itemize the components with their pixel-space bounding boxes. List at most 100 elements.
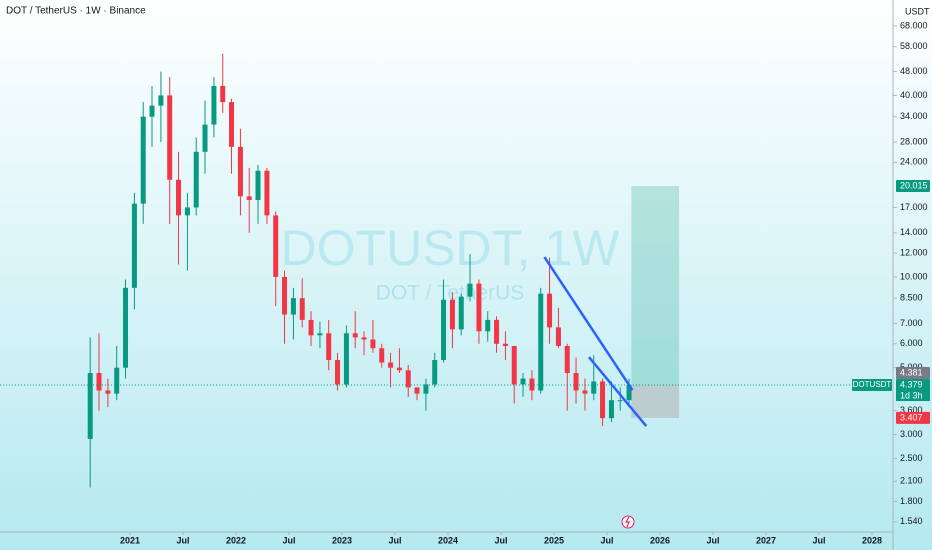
watermark: DOTUSDT, 1W	[281, 220, 621, 276]
x-tick-label: 2025	[544, 535, 564, 545]
candle-body	[202, 124, 208, 152]
candle-body	[176, 179, 182, 216]
candle-body	[388, 362, 394, 368]
y-tick-label: 14.000	[900, 227, 928, 237]
target-zone	[631, 186, 680, 385]
candle-body	[494, 319, 500, 344]
x-tick-label: Jul	[176, 535, 189, 545]
y-tick-label: 12.000	[900, 247, 928, 257]
candle-body	[131, 203, 137, 288]
candle-body	[140, 116, 146, 204]
stop-tag	[896, 411, 930, 424]
candle-body	[600, 381, 606, 419]
y-tick-label: 7.000	[900, 318, 923, 328]
y-unit: USDT	[905, 6, 930, 16]
candle-body	[502, 343, 508, 346]
candle-body	[149, 105, 155, 117]
candle-body	[290, 298, 296, 315]
candle-body	[538, 293, 544, 391]
candle-body	[370, 339, 376, 349]
candle-body	[158, 95, 164, 106]
x-tick-label: Jul	[388, 535, 401, 545]
candle-body	[520, 378, 526, 385]
x-tick-label: Jul	[494, 535, 507, 545]
candle-body	[352, 333, 358, 338]
symbol-tag	[852, 379, 892, 392]
event-bolt	[624, 516, 630, 528]
y-tick-label: 8.500	[900, 293, 923, 303]
trend-line	[588, 356, 648, 427]
candle-body	[114, 367, 120, 394]
candle-body	[282, 276, 288, 315]
candle-body	[449, 299, 455, 330]
y-tick-label: 6.000	[900, 338, 923, 348]
candle-body	[458, 296, 464, 330]
candle-body	[273, 215, 279, 277]
candle-body	[617, 400, 623, 402]
target-tag	[896, 180, 930, 193]
watermark-subtitle: DOT / TetherUS	[376, 282, 525, 305]
x-tick-label: 2024	[438, 535, 458, 545]
candle-body	[396, 367, 402, 371]
candle-body	[220, 85, 226, 103]
candle-body	[326, 333, 332, 361]
candle-body	[573, 373, 579, 391]
trend-line	[543, 256, 634, 391]
y-tick-label: 34.000	[900, 111, 928, 121]
y-tick-label: 1.800	[900, 496, 923, 506]
candle-body	[555, 327, 561, 346]
candle-body	[237, 146, 243, 197]
y-tick-label: 2.100	[900, 476, 923, 486]
candle-body	[87, 373, 93, 439]
countdown-label: 1d 3h	[900, 390, 923, 400]
x-tick-label: 2021	[120, 535, 140, 545]
candle-body	[246, 196, 252, 200]
y-tick-label: 24.000	[900, 157, 928, 167]
entry-tag	[896, 366, 930, 379]
x-tick-label: 2028	[862, 535, 882, 545]
candle-body	[255, 170, 261, 200]
candle-body	[105, 390, 111, 394]
candle-body	[299, 298, 305, 320]
candle-body	[229, 102, 235, 147]
target-label: 20.015	[900, 180, 928, 190]
candle-body	[379, 348, 385, 363]
symbol-label: DOTUSDT	[853, 380, 892, 389]
candle-body	[591, 381, 597, 394]
candle-body	[485, 319, 491, 332]
candle-body	[264, 170, 270, 216]
candle-body	[564, 345, 570, 374]
x-tick-label: 2026	[650, 535, 670, 545]
y-tick-label: 28.000	[900, 136, 928, 146]
candle-body	[184, 207, 190, 216]
candle-body	[441, 299, 447, 361]
candle-body	[405, 370, 411, 388]
y-tick-label: 10.000	[900, 271, 928, 281]
y-tick-label: 1.540	[900, 516, 923, 526]
y-tick-label: 40.000	[900, 90, 928, 100]
candle-body	[335, 360, 341, 385]
x-tick-label: 2027	[756, 535, 776, 545]
candle-body	[476, 283, 482, 332]
candle-body	[432, 360, 438, 385]
candle-body	[582, 390, 588, 394]
last-price-label: 4.379	[900, 379, 923, 389]
candle-body	[626, 385, 632, 401]
y-tick-label: 58.000	[900, 41, 928, 51]
candle-body	[123, 287, 129, 368]
candle-body	[96, 373, 102, 391]
candle-body	[414, 387, 420, 394]
candle-body	[193, 151, 199, 208]
countdown-tag	[896, 390, 930, 402]
y-tick-label: 48.000	[900, 66, 928, 76]
last-price-tag	[896, 379, 930, 392]
stop-zone	[631, 384, 680, 418]
entry-label: 4.381	[900, 367, 923, 377]
y-tick-label: 17.000	[900, 202, 928, 212]
y-tick-label: 68.000	[900, 20, 928, 30]
candle-body	[423, 384, 429, 394]
y-tick-label: 3.000	[900, 429, 923, 439]
candle-body	[343, 333, 349, 385]
